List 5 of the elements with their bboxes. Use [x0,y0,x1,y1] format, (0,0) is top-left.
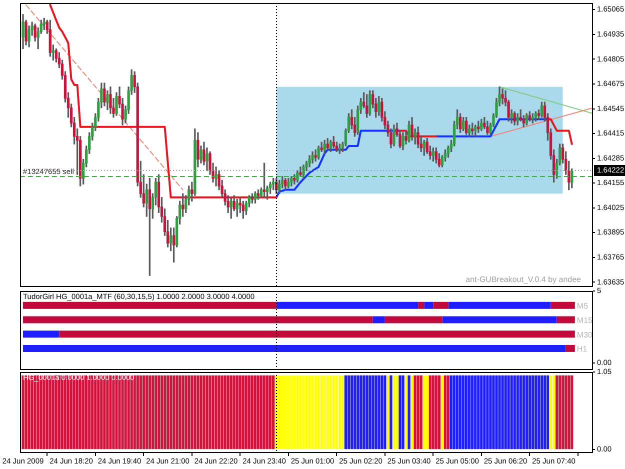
series-label: M5 [576,302,589,311]
series-label: M30 [576,330,594,340]
series-label: H1 [576,344,588,354]
series-label: M15 [576,316,594,325]
annotation: ant-GUBreakout_V.0.4 by andee [466,275,582,284]
